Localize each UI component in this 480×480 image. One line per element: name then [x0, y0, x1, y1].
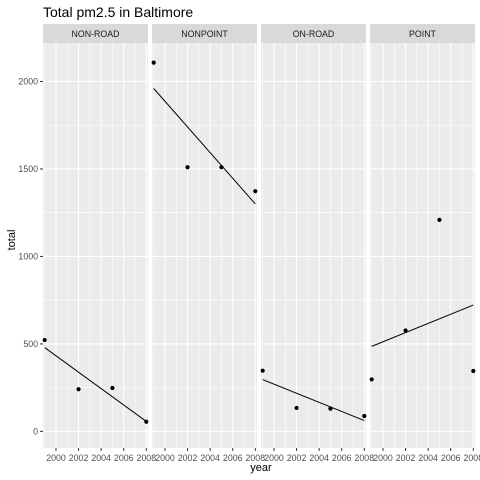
data-point	[328, 406, 333, 411]
trend-line	[262, 379, 365, 421]
y-tick-label: 1500	[18, 164, 38, 174]
data-point	[76, 387, 81, 392]
trend-line	[153, 88, 256, 205]
data-point	[369, 377, 374, 382]
x-tick-label: 2008	[355, 453, 375, 463]
data-point	[144, 419, 149, 424]
data-point	[42, 337, 47, 343]
x-tick-label: 2004	[91, 453, 111, 463]
facet-strip	[261, 24, 366, 43]
facet-strip-label: NON-ROAD	[72, 29, 120, 39]
x-tick-label: 2004	[418, 453, 438, 463]
x-tick-label: 2000	[155, 453, 175, 463]
y-axis-title: total	[6, 230, 18, 251]
y-tick-label: 1000	[18, 251, 38, 261]
data-point	[151, 60, 156, 65]
x-tick-label: 2002	[178, 453, 198, 463]
facet-strip	[43, 24, 148, 43]
x-tick-label: 2002	[69, 453, 89, 463]
data-point	[185, 165, 190, 170]
x-tick-label: 2000	[46, 453, 66, 463]
x-tick-label: 2008	[246, 453, 266, 463]
x-tick-label: 2006	[332, 453, 352, 463]
facet-strip-label: NONPOINT	[181, 29, 228, 39]
facet-strip-label: POINT	[409, 29, 437, 39]
x-tick-label: 2000	[264, 453, 284, 463]
y-tick-label: 0	[33, 426, 38, 436]
x-tick-label: 2004	[309, 453, 329, 463]
x-axis-title: year	[250, 462, 272, 474]
x-tick-label: 2002	[396, 453, 416, 463]
chart-title: Total pm2.5 in Baltimore	[43, 4, 193, 20]
y-tick-label: 2000	[18, 76, 38, 86]
data-point	[471, 368, 476, 374]
panel-background	[43, 43, 148, 448]
trend-line	[44, 347, 147, 422]
y-tick-label: 500	[23, 339, 38, 349]
data-point	[403, 328, 408, 333]
x-tick-label: 2000	[373, 453, 393, 463]
facet-strip	[152, 24, 257, 43]
facet-strip-label: ON-ROAD	[293, 29, 335, 39]
facet-panel-nonpoint: NONPOINT 2000 2002 2004 2006 2008	[151, 24, 266, 463]
panel-background	[261, 43, 366, 448]
data-point	[437, 217, 442, 222]
facet-panel-on-road: ON-ROAD 2000 2002 2004 2006 2008	[260, 24, 375, 463]
data-point	[260, 368, 265, 373]
x-tick-label: 2008	[137, 453, 157, 463]
panel-background	[370, 43, 475, 448]
x-tick-label: 2006	[441, 453, 461, 463]
panel-background	[152, 43, 257, 448]
data-point	[110, 385, 115, 391]
data-point	[294, 405, 299, 411]
y-axis: 0 500 1000 1500 2000	[18, 76, 43, 436]
x-tick-label: 2008	[464, 453, 480, 463]
x-tick-label: 2006	[223, 453, 243, 463]
facet-panel-non-road: NON-ROAD 2000 2002 2004 2006 2008	[42, 24, 157, 463]
facet-strip	[370, 24, 475, 43]
x-tick-label: 2002	[287, 453, 307, 463]
data-point	[253, 189, 258, 194]
trend-line	[371, 304, 474, 347]
x-tick-label: 2004	[200, 453, 220, 463]
data-point	[362, 413, 367, 419]
data-point	[219, 165, 224, 170]
x-tick-label: 2006	[114, 453, 134, 463]
